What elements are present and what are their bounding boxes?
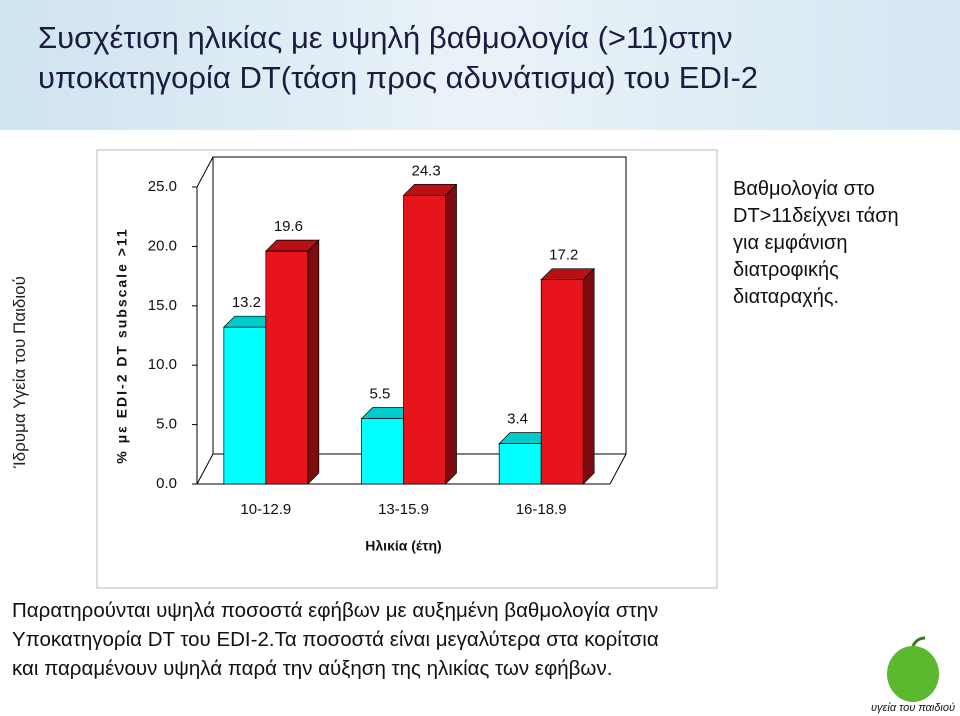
y-tick-label: 20.0 [148, 237, 177, 254]
logo-text: υγεία του παιδιού [871, 702, 955, 714]
x-tick-label: 13-15.9 [378, 501, 429, 518]
bar [498, 443, 542, 485]
value-label: 19.6 [274, 218, 303, 235]
bar [265, 250, 309, 485]
value-label: 5.5 [370, 386, 391, 403]
bar-side [307, 239, 320, 485]
value-label: 17.2 [549, 247, 578, 264]
x-axis-label: Ηλικία (έτη) [365, 538, 441, 554]
value-label: 24.3 [412, 162, 441, 179]
banner [0, 0, 960, 130]
text-line: Παρατηρούνται υψηλά ποσοστά εφήβων με αυ… [12, 599, 659, 622]
logo: υγεία του παιδιού [871, 636, 955, 714]
bar [540, 279, 584, 485]
title: Συσχέτιση ηλικίας με υψηλή βαθμολογία (>… [38, 18, 758, 98]
text-line: διατροφικής [733, 259, 839, 281]
text-line: και παραμένουν υψηλά παρά την αύξηση της… [12, 657, 613, 680]
x-tick-label: 10-12.9 [240, 501, 291, 518]
annotation: Βαθμολογία στο DT>11δείχνει τάση για εμφάν… [733, 176, 899, 311]
bar [223, 326, 267, 485]
text-line: για εμφάνιση [733, 232, 848, 254]
text-line: υποκατηγορία DT(τάση προς αδυνάτισμα) το… [38, 60, 759, 95]
floor-edge [609, 453, 627, 485]
text-line: διαταραχής. [733, 286, 840, 308]
y-tick-label: 25.0 [148, 178, 177, 195]
bar [361, 418, 404, 485]
logo-stem [911, 636, 926, 647]
bar-side [582, 267, 595, 485]
bar-side [445, 183, 457, 485]
paragraph: Παρατηρούνται υψηλά ποσοστά εφήβων με αυ… [12, 596, 659, 683]
x-tick-label: 16-18.9 [516, 501, 567, 518]
value-label: 13.2 [232, 294, 261, 311]
text-line: Βαθμολογία στο [733, 178, 875, 200]
y-tick-label: 10.0 [148, 356, 177, 373]
y-tick-label: 15.0 [148, 297, 177, 314]
text-line: Συσχέτιση ηλικίας με υψηλή βαθμολογία (>… [38, 20, 733, 55]
y-tick-label: 5.0 [156, 416, 177, 433]
bar [403, 194, 446, 485]
y-tick-label: 0.0 [156, 475, 177, 492]
logo-pear [887, 646, 939, 702]
value-label: 3.4 [507, 411, 528, 428]
y-axis-label: % με EDI-2 DT subscale >11 [114, 227, 130, 463]
text-line: DT>11δείχνει τάση [733, 205, 899, 227]
text-line: Υποκατηγορία DT του EDI-2.Τα ποσοστά είν… [12, 628, 659, 651]
